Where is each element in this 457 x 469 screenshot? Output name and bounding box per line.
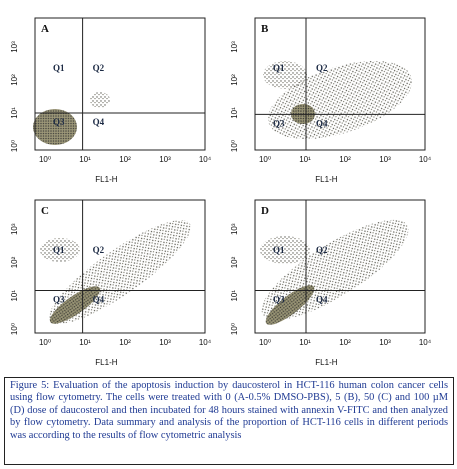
quadrant-label: Q1 — [273, 63, 285, 73]
quadrant-label: Q1 — [53, 63, 65, 73]
x-tick-label: 10² — [339, 155, 351, 164]
cell-cloud — [260, 236, 310, 264]
x-tick-label: 10⁰ — [39, 155, 51, 164]
plot-frame — [34, 17, 206, 151]
y-tick-label: 10⁰ — [230, 323, 239, 335]
quadrant-label: Q4 — [93, 294, 105, 304]
x-axis-label: FL1-H — [95, 358, 117, 367]
x-tick-label: 10³ — [379, 338, 391, 347]
y-tick-label: 10³ — [10, 223, 19, 235]
x-tick-label: 10³ — [159, 338, 171, 347]
x-axis-label: FL1-H — [95, 175, 117, 184]
panel-label: C — [41, 205, 49, 217]
quadrant-label: Q2 — [93, 63, 105, 73]
cell-cloud — [49, 286, 101, 324]
x-tick-label: 10⁴ — [199, 338, 212, 347]
x-tick-label: 10² — [119, 338, 131, 347]
cell-cloud — [90, 92, 110, 108]
scatter-panel: C Q1 Q2 Q3 Q4 10⁰ 10¹ 10² 10³ 10⁴ 10⁰ 10¹ 10² 10³ FL1-… — [10, 199, 212, 367]
y-tick-label: 10⁰ — [230, 140, 239, 152]
plot-frame — [254, 17, 426, 151]
y-tick-label: 10¹ — [10, 107, 19, 119]
x-tick-label: 10¹ — [299, 155, 311, 164]
y-tick-label: 10¹ — [10, 290, 19, 302]
quadrant-label: Q4 — [316, 118, 328, 128]
x-tick-label: 10⁰ — [39, 338, 51, 347]
quadrant-label: Q3 — [273, 118, 285, 128]
x-tick-label: 10³ — [379, 155, 391, 164]
x-axis-label: FL1-H — [315, 358, 337, 367]
y-tick-label: 10¹ — [230, 290, 239, 302]
y-tick-label: 10³ — [230, 223, 239, 235]
x-tick-label: 10⁴ — [419, 155, 432, 164]
y-tick-label: 10² — [10, 256, 19, 268]
cell-cloud — [263, 61, 307, 89]
caption: Figure 5: Evaluation of the apoptosis in… — [4, 377, 454, 465]
y-tick-label: 10² — [230, 74, 239, 86]
cell-cloud — [265, 285, 315, 325]
x-tick-label: 10¹ — [79, 155, 91, 164]
x-axis-label: FL1-H — [315, 175, 337, 184]
x-tick-label: 10⁰ — [259, 338, 271, 347]
figure: A Q1 Q2 Q3 Q4 10⁰ 10¹ 10² 10³ 10⁴ 10⁰ 10¹ 10² 10³ FL1-… — [10, 17, 432, 367]
x-tick-label: 10⁴ — [199, 155, 212, 164]
quadrant-label: Q2 — [93, 245, 105, 255]
quadrant-label: Q3 — [53, 117, 65, 127]
x-tick-label: 10² — [119, 155, 131, 164]
quadrant-label: Q1 — [53, 245, 65, 255]
x-tick-label: 10¹ — [299, 338, 311, 347]
x-tick-label: 10² — [339, 338, 351, 347]
y-tick-label: 10¹ — [230, 107, 239, 119]
scatter-panel: B Q1 Q2 Q3 Q4 10⁰ 10¹ 10² 10³ 10⁴ 10⁰ 10¹ 10² 10³ FL1-… — [230, 17, 432, 184]
y-tick-label: 10⁰ — [10, 323, 19, 335]
cell-cloud — [40, 238, 80, 262]
quadrant-label: Q4 — [93, 117, 105, 127]
quadrant-label: Q2 — [316, 245, 328, 255]
panel-label: D — [261, 205, 269, 217]
x-tick-label: 10⁰ — [259, 155, 271, 164]
plot-frame — [254, 199, 426, 334]
quadrant-label: Q2 — [316, 63, 328, 73]
y-tick-label: 10² — [10, 74, 19, 86]
x-tick-label: 10¹ — [79, 338, 91, 347]
quadrant-label: Q1 — [273, 245, 285, 255]
scatter-panel: D Q1 Q2 Q3 Q4 10⁰ 10¹ 10² 10³ 10⁴ 10⁰ 10¹ 10² 10³ FL1-… — [230, 199, 432, 367]
panel-label: A — [41, 23, 49, 35]
quadrant-label: Q3 — [53, 294, 65, 304]
quadrant-label: Q3 — [273, 294, 285, 304]
scatter-panel: A Q1 Q2 Q3 Q4 10⁰ 10¹ 10² 10³ 10⁴ 10⁰ 10¹ 10² 10³ FL1-… — [10, 17, 212, 184]
y-tick-label: 10² — [230, 256, 239, 268]
x-tick-label: 10³ — [159, 155, 171, 164]
y-tick-label: 10³ — [230, 41, 239, 53]
plot-frame — [34, 199, 206, 334]
y-tick-label: 10⁰ — [10, 140, 19, 152]
x-tick-label: 10⁴ — [419, 338, 432, 347]
panel-label: B — [261, 23, 269, 35]
y-tick-label: 10³ — [10, 41, 19, 53]
cell-cloud — [33, 109, 77, 145]
quadrant-label: Q4 — [316, 294, 328, 304]
